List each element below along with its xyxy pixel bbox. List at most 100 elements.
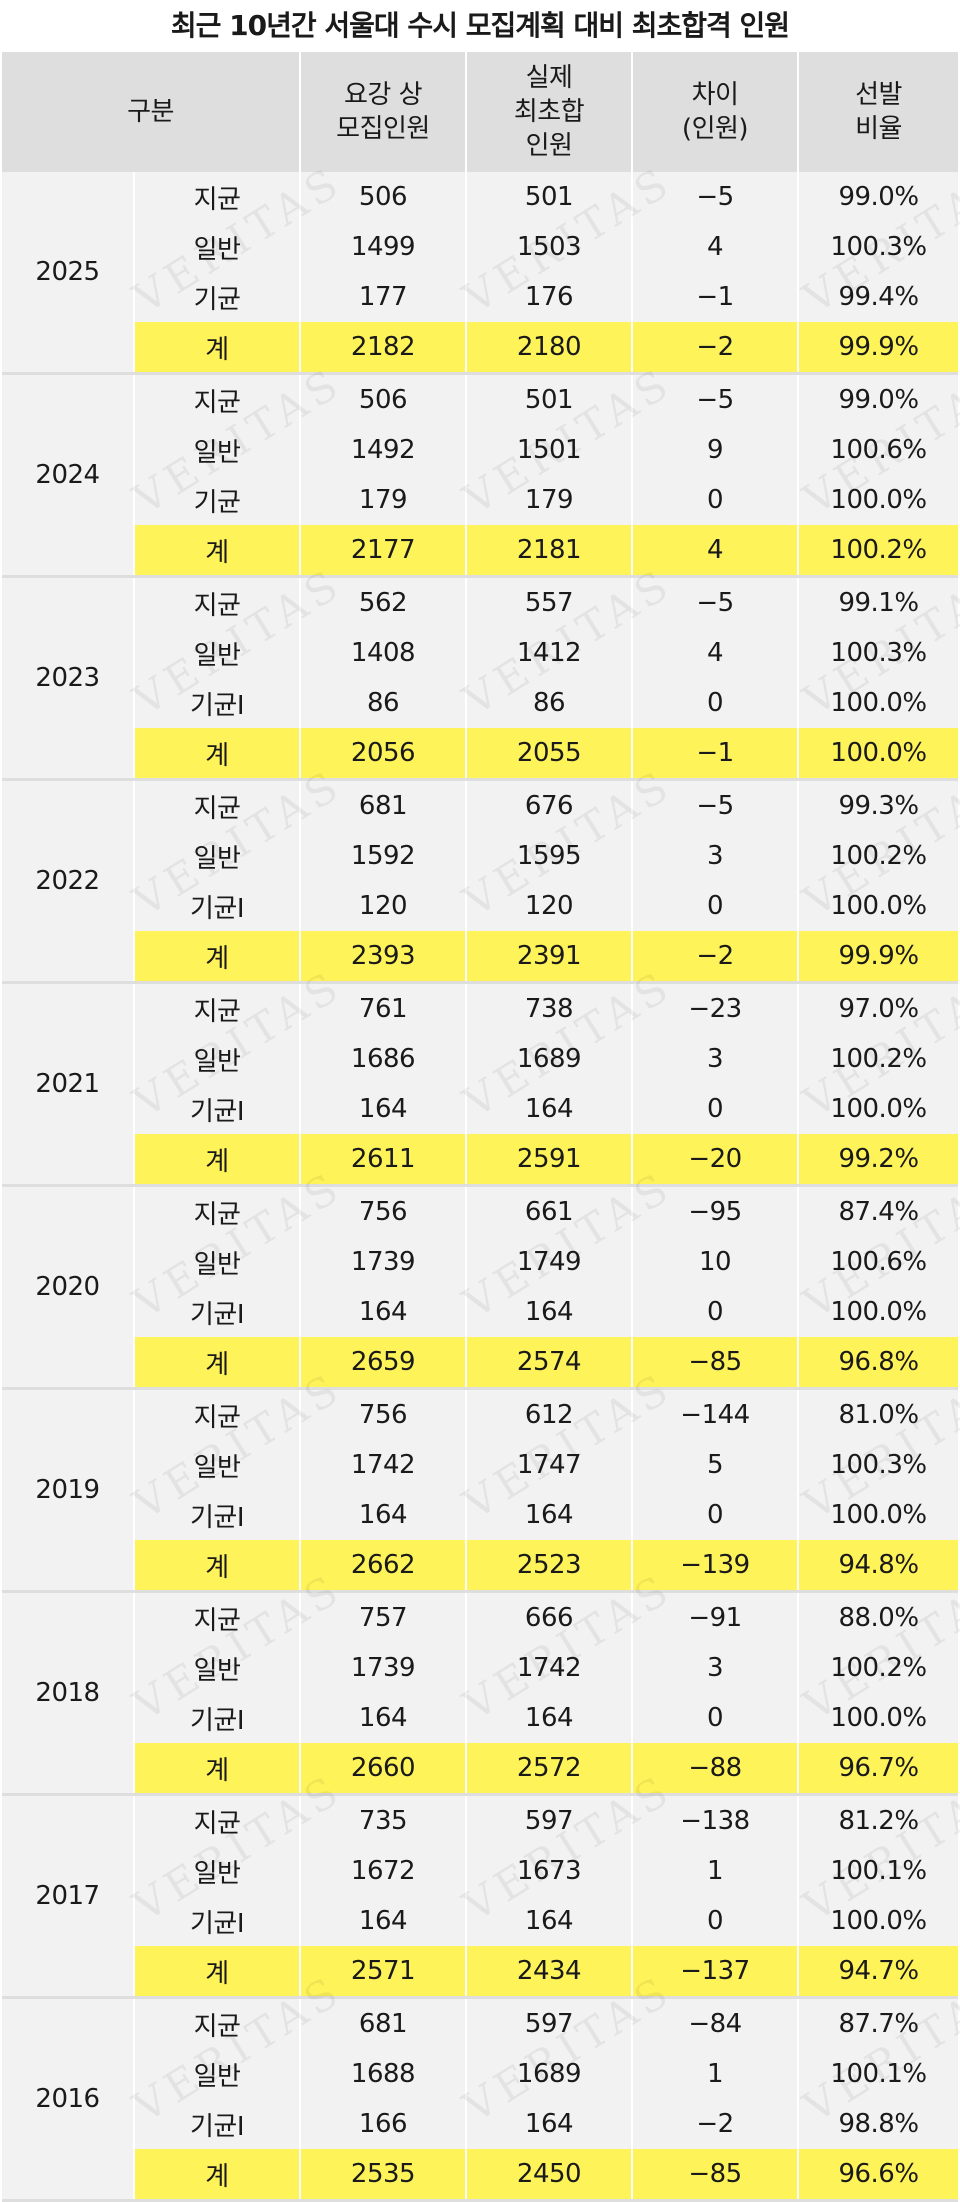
ratio-cell: 100.0% <box>797 1693 958 1743</box>
ratio-cell: 87.4% <box>797 1185 958 1237</box>
type-cell: 계 <box>133 1134 300 1187</box>
actual-cell: 1595 <box>465 831 632 881</box>
header-planned: 요강 상 모집인원 <box>299 52 466 172</box>
table-row: 기균I 166 164 −2 98.8% <box>2 2099 958 2149</box>
table-row: 일반 1686 1689 3 100.2% <box>2 1034 958 1084</box>
type-cell: 일반 <box>133 1643 300 1693</box>
planned-cell: 1592 <box>299 831 466 881</box>
year-cell: 2020 <box>2 1185 134 1390</box>
actual-cell: 2574 <box>465 1337 632 1390</box>
actual-cell: 2434 <box>465 1946 632 1999</box>
type-cell: 계 <box>133 1946 300 1999</box>
actual-cell: 120 <box>465 881 632 931</box>
actual-cell: 1503 <box>465 222 632 272</box>
diff-cell: −139 <box>631 1540 798 1593</box>
diff-cell: 4 <box>631 525 798 578</box>
planned-cell: 1686 <box>299 1034 466 1084</box>
actual-cell: 557 <box>465 576 632 628</box>
type-cell: 계 <box>133 525 300 578</box>
ratio-cell: 94.8% <box>797 1540 958 1593</box>
table-row: 2017 지균 735 597 −138 81.2% <box>2 1794 958 1999</box>
actual-cell: 2391 <box>465 931 632 984</box>
year-cell: 2025 <box>2 172 134 375</box>
table-row: 일반 1499 1503 4 100.3% <box>2 222 958 272</box>
diff-cell: 3 <box>631 1643 798 1693</box>
actual-cell: 1749 <box>465 1237 632 1287</box>
ratio-cell: 94.7% <box>797 1946 958 1999</box>
table-row: 기균 179 179 0 100.0% <box>2 475 958 525</box>
table-row: 기균 177 176 −1 99.4% <box>2 272 958 322</box>
ratio-cell: 81.2% <box>797 1794 958 1846</box>
actual-cell: 661 <box>465 1185 632 1237</box>
ratio-cell: 99.0% <box>797 373 958 425</box>
planned-cell: 2662 <box>299 1540 466 1593</box>
type-cell: 지균 <box>133 373 300 425</box>
planned-cell: 86 <box>299 678 466 728</box>
type-cell: 계 <box>133 1743 300 1796</box>
actual-cell: 612 <box>465 1388 632 1440</box>
ratio-cell: 100.0% <box>797 881 958 931</box>
planned-cell: 756 <box>299 1388 466 1440</box>
diff-cell: −138 <box>631 1794 798 1846</box>
year-cell: 2021 <box>2 982 134 1187</box>
diff-cell: 3 <box>631 831 798 881</box>
diff-cell: 1 <box>631 1846 798 1896</box>
diff-cell: 0 <box>631 1287 798 1337</box>
actual-cell: 176 <box>465 272 632 322</box>
type-cell: 일반 <box>133 2049 300 2099</box>
header-category: 구분 <box>2 52 300 172</box>
table-row: 기균I 120 120 0 100.0% <box>2 881 958 931</box>
actual-cell: 666 <box>465 1591 632 1643</box>
actual-cell: 164 <box>465 1084 632 1134</box>
table-row: 일반 1672 1673 1 100.1% <box>2 1846 958 1896</box>
diff-cell: 1 <box>631 2049 798 2099</box>
ratio-cell: 100.2% <box>797 1643 958 1693</box>
table-row: 기균I 164 164 0 100.0% <box>2 1287 958 1337</box>
actual-cell: 164 <box>465 1287 632 1337</box>
diff-cell: 5 <box>631 1440 798 1490</box>
table-row: 일반 1739 1749 10 100.6% <box>2 1237 958 1287</box>
type-cell: 기균I <box>133 1490 300 1540</box>
type-cell: 계 <box>133 931 300 984</box>
actual-cell: 2181 <box>465 525 632 578</box>
ratio-cell: 100.1% <box>797 2049 958 2099</box>
ratio-cell: 100.2% <box>797 525 958 578</box>
year-cell: 2024 <box>2 373 134 578</box>
diff-cell: −2 <box>631 931 798 984</box>
year-cell: 2019 <box>2 1388 134 1593</box>
ratio-cell: 96.8% <box>797 1337 958 1390</box>
ratio-cell: 97.0% <box>797 982 958 1034</box>
ratio-cell: 100.3% <box>797 1440 958 1490</box>
diff-cell: −95 <box>631 1185 798 1237</box>
planned-cell: 177 <box>299 272 466 322</box>
ratio-cell: 100.0% <box>797 1490 958 1540</box>
planned-cell: 2571 <box>299 1946 466 1999</box>
diff-cell: −2 <box>631 322 798 375</box>
table-row: 2021 지균 761 738 −23 97.0% <box>2 982 958 1187</box>
diff-cell: 0 <box>631 678 798 728</box>
diff-cell: −85 <box>631 1337 798 1390</box>
actual-cell: 2572 <box>465 1743 632 1796</box>
table-row: 2018 지균 757 666 −91 88.0% <box>2 1591 958 1796</box>
ratio-cell: 100.2% <box>797 1034 958 1084</box>
ratio-cell: 100.0% <box>797 1896 958 1946</box>
table-row: 계 2177 2181 4 100.2% <box>2 525 958 578</box>
year-cell: 2018 <box>2 1591 134 1796</box>
actual-cell: 1689 <box>465 2049 632 2099</box>
ratio-cell: 100.0% <box>797 678 958 728</box>
diff-cell: −5 <box>631 779 798 831</box>
planned-cell: 164 <box>299 1490 466 1540</box>
planned-cell: 506 <box>299 172 466 222</box>
ratio-cell: 100.0% <box>797 728 958 781</box>
type-cell: 지균 <box>133 1185 300 1237</box>
actual-cell: 501 <box>465 373 632 425</box>
type-cell: 기균 <box>133 475 300 525</box>
type-cell: 일반 <box>133 1237 300 1287</box>
ratio-cell: 100.0% <box>797 1084 958 1134</box>
type-cell: 일반 <box>133 1440 300 1490</box>
ratio-cell: 100.3% <box>797 628 958 678</box>
table-row: 계 2393 2391 −2 99.9% <box>2 931 958 984</box>
ratio-cell: 99.1% <box>797 576 958 628</box>
header-diff: 차이 (인원) <box>631 52 798 172</box>
type-cell: 계 <box>133 1540 300 1593</box>
